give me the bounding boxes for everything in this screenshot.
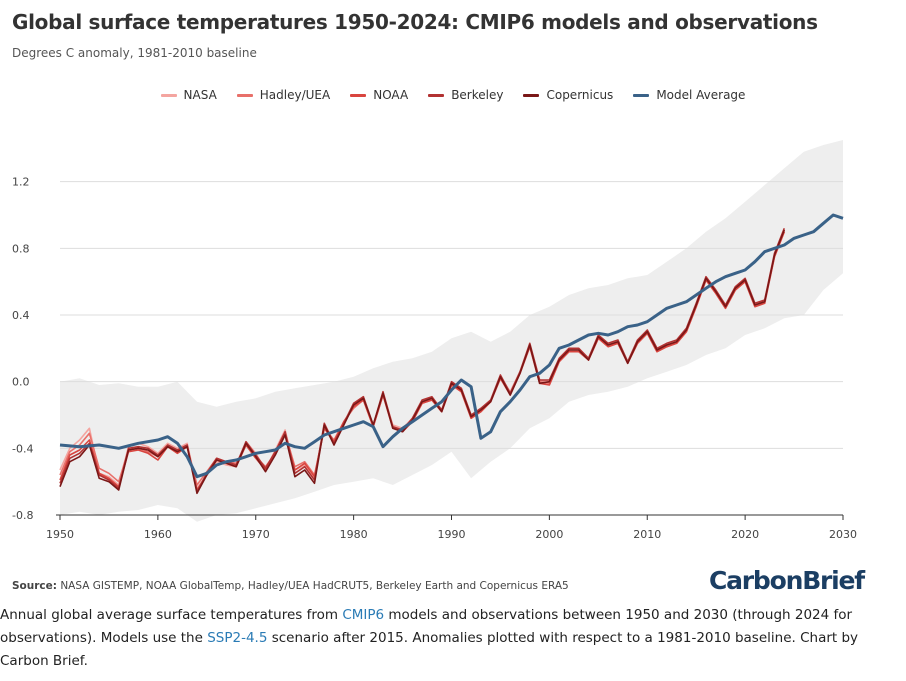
chart-legend: NASA Hadley/UEA NOAA Berkeley Copernicus…: [0, 88, 906, 102]
legend-swatch: [160, 93, 177, 97]
legend-item-hadley[interactable]: Hadley/UEA: [236, 88, 331, 102]
x-tick-label: 1990: [438, 528, 466, 541]
y-tick-label: 1.2: [12, 176, 30, 189]
legend-label: Model Average: [656, 88, 746, 102]
chart-plot-area: -0.8 -0.4 0.0 0.4 0.8 1.2 1950 1960 1970 1980 1990…: [12, 140, 857, 541]
legend-label: NOAA: [373, 88, 409, 102]
legend-item-berkeley[interactable]: Berkeley: [428, 88, 503, 102]
legend-item-noaa[interactable]: NOAA: [350, 88, 408, 102]
y-tick-label: -0.8: [12, 509, 33, 522]
x-tick-label: 1950: [46, 528, 74, 541]
x-tick-label: 1980: [340, 528, 368, 541]
cmip6-link[interactable]: CMIP6: [342, 607, 385, 623]
source-note: Source: NASA GISTEMP, NOAA GlobalTemp, H…: [12, 580, 569, 592]
carbon-brief-logo: CarbonBrief: [708, 566, 865, 595]
source-label: Source:: [12, 580, 57, 592]
x-tick-label: 2020: [731, 528, 759, 541]
x-tick-label: 1970: [242, 528, 270, 541]
y-tick-label: 0.4: [12, 309, 30, 322]
legend-item-copernicus[interactable]: Copernicus: [523, 88, 613, 102]
legend-swatch: [236, 93, 253, 97]
legend-swatch: [633, 93, 650, 97]
y-tick-label: 0.0: [12, 376, 30, 389]
legend-item-model-average[interactable]: Model Average: [633, 88, 745, 102]
chart-caption: Annual global average surface temperatur…: [0, 604, 904, 673]
legend-item-nasa[interactable]: NASA: [160, 88, 217, 102]
ssp245-link[interactable]: SSP2-4.5: [207, 630, 268, 646]
caption-text-1: Annual global average surface temperatur…: [0, 607, 343, 623]
legend-label: Copernicus: [546, 88, 614, 102]
x-tick-label: 2000: [535, 528, 563, 541]
page-title: Global surface temperatures 1950-2024: C…: [12, 10, 818, 34]
y-tick-label: 0.8: [12, 242, 30, 255]
legend-label: NASA: [183, 88, 217, 102]
caption-text-3: scenario after 2015. Anomalies plotted w…: [0, 630, 859, 669]
series-line-model-average: [59, 213, 844, 479]
x-tick-label: 1960: [144, 528, 172, 541]
y-tick-label: -0.4: [12, 442, 33, 455]
legend-swatch: [523, 93, 540, 97]
page-subtitle: Degrees C anomaly, 1981-2010 baseline: [12, 46, 257, 60]
legend-label: Hadley/UEA: [259, 88, 331, 102]
legend-swatch: [428, 93, 445, 97]
legend-swatch: [350, 93, 367, 97]
source-text: NASA GISTEMP, NOAA GlobalTemp, Hadley/UE…: [56, 580, 569, 592]
caption-text-2: models and observations between 1950 and…: [0, 607, 853, 646]
model-range-band: [60, 140, 843, 522]
legend-label: Berkeley: [451, 88, 504, 102]
x-tick-label: 2030: [829, 528, 857, 541]
x-tick-label: 2010: [633, 528, 661, 541]
